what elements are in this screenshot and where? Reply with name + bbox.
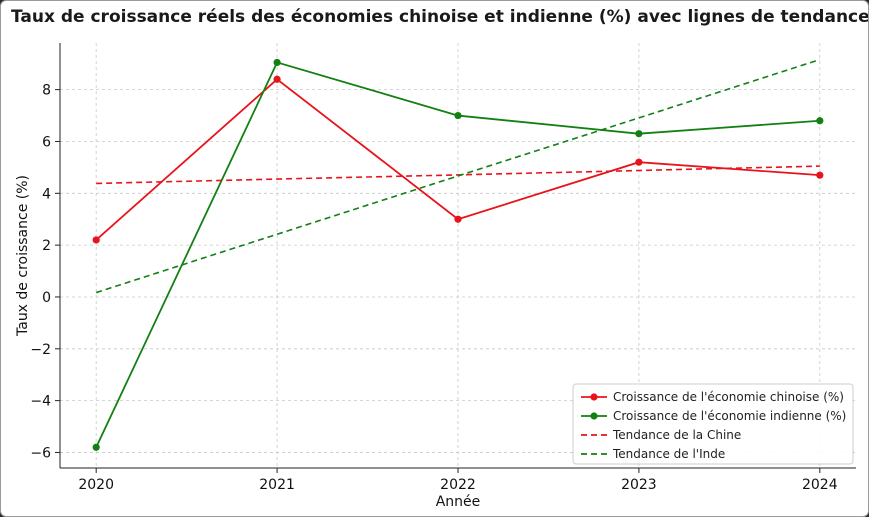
data-point (92, 443, 100, 451)
x-tick-label: 2021 (259, 477, 295, 493)
data-point (816, 171, 824, 179)
data-point (635, 158, 643, 166)
data-point (273, 58, 281, 67)
y-tick-label: −2 (30, 342, 51, 358)
y-tick-label: 8 (42, 83, 51, 99)
y-tick-label: 4 (42, 186, 51, 202)
x-tick-label: 2024 (802, 477, 838, 493)
legend-entry-label: Croissance de l'économie chinoise (%) (613, 390, 844, 404)
chart-title: Taux de croissance réels des économies c… (11, 7, 869, 27)
x-tick-label: 2020 (78, 477, 114, 493)
legend-entry-label: Croissance de l'économie indienne (%) (613, 409, 846, 423)
trend-line (96, 165, 820, 185)
legend-entry-label: Tendance de l'Inde (612, 447, 725, 461)
y-tick-label: 2 (42, 238, 51, 254)
data-point (816, 117, 824, 125)
data-point (273, 75, 281, 83)
data-point (635, 130, 643, 138)
data-point (92, 236, 100, 244)
y-axis-label: Taux de croissance (%) (15, 175, 31, 337)
y-tick-label: −4 (30, 394, 51, 410)
legend-swatch-marker (590, 412, 598, 420)
legend-entry-label: Tendance de la Chine (612, 428, 741, 442)
trend-line (95, 58, 821, 294)
x-tick-label: 2022 (440, 477, 476, 493)
data-point (454, 111, 462, 120)
y-tick-label: −6 (30, 445, 51, 461)
x-tick-label: 2023 (621, 477, 657, 493)
legend-swatch-marker (590, 393, 598, 401)
legend-box (572, 383, 854, 465)
y-tick-label: 0 (42, 290, 51, 306)
y-tick-label: 6 (42, 134, 51, 150)
data-point (454, 215, 462, 223)
x-axis-label: Année (436, 494, 481, 510)
